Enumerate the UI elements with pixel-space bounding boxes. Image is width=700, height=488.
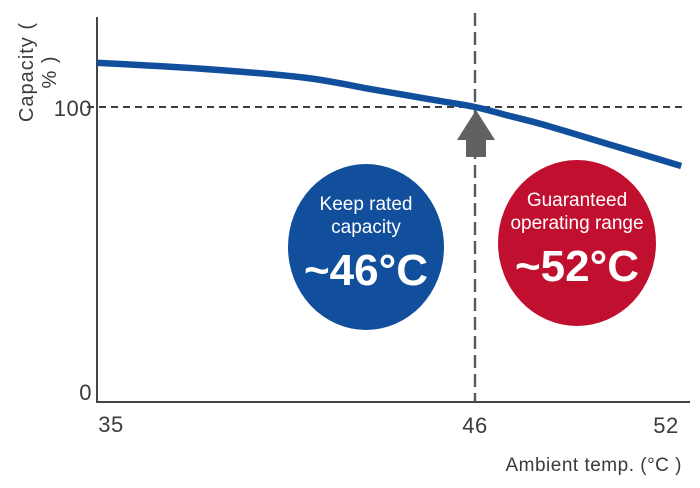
guaranteed-line2: operating range (510, 213, 644, 234)
guaranteed-operating-range-badge: Guaranteed operating range ~52°C (498, 160, 656, 326)
keep-rated-capacity-badge: Keep rated capacity ~46°C (288, 164, 444, 330)
capacity-curve (96, 59, 683, 170)
y-axis-title: Capacity ( % ) (16, 21, 61, 123)
x-tick-35: 35 (98, 412, 124, 437)
guaranteed-line1: Guaranteed (526, 190, 628, 211)
guaranteed-value: ~52°C (514, 242, 639, 291)
y-tick-100: 100 (53, 96, 92, 121)
x-tick-46: 46 (462, 413, 488, 438)
y-tick-0: 0 (79, 380, 92, 405)
keep-rated-line2: capacity (331, 217, 401, 238)
arrow-up-icon (457, 110, 495, 157)
x-axis-title: Ambient temp. (°C ) (505, 455, 682, 476)
x-tick-52: 52 (653, 413, 679, 438)
keep-rated-line1: Keep rated (319, 194, 413, 215)
keep-rated-value: ~46°C (303, 246, 428, 295)
